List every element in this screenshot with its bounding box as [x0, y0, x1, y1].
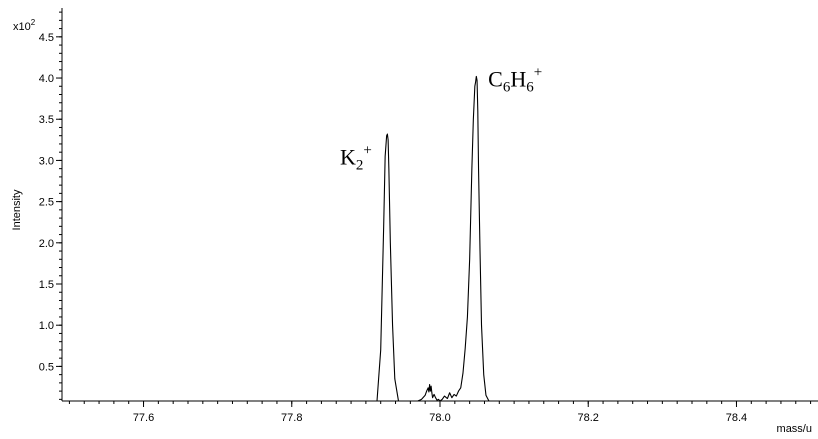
- y-tick-label: 2.0: [39, 238, 54, 250]
- y-axis-ticks: 0.5 1.0 1.5 2.0 2.5 3.0 3.5 4.0 4.5: [39, 11, 62, 400]
- x-axis-ticks: 77.6 77.8 78.0 78.2 78.4: [68, 401, 812, 424]
- y-tick-label: 4.5: [39, 32, 54, 44]
- x-tick-label: 78.0: [429, 412, 450, 424]
- x-tick-label: 78.2: [578, 412, 599, 424]
- y-tick-label: 1.5: [39, 279, 54, 291]
- y-tick-label: 1.0: [39, 320, 54, 332]
- y-tick-label: 4.0: [39, 73, 54, 85]
- x-tick-label: 77.6: [133, 412, 154, 424]
- y-tick-label: 2.5: [39, 197, 54, 209]
- y-tick-label: 0.5: [39, 361, 54, 373]
- y-axis-title: Intensity: [11, 189, 23, 230]
- chart-labels: x102 Intensity mass/u: [11, 18, 812, 435]
- peak-annotations: K2+ C6H6+: [340, 64, 542, 173]
- y-multiplier-label: x102: [13, 18, 36, 33]
- x-tick-label: 77.8: [281, 412, 302, 424]
- y-tick-label: 3.0: [39, 155, 54, 167]
- series-group: [376, 75, 490, 402]
- x-axis-title: mass/u: [777, 423, 812, 435]
- y-tick-label: 3.5: [39, 114, 54, 126]
- x-tick-label: 78.4: [726, 412, 747, 424]
- spectrum-trace: [376, 75, 490, 402]
- chart-axes: [61, 8, 818, 402]
- peak-label-k2: K2+: [340, 143, 372, 174]
- peak-label-c6h6: C6H6+: [488, 64, 542, 95]
